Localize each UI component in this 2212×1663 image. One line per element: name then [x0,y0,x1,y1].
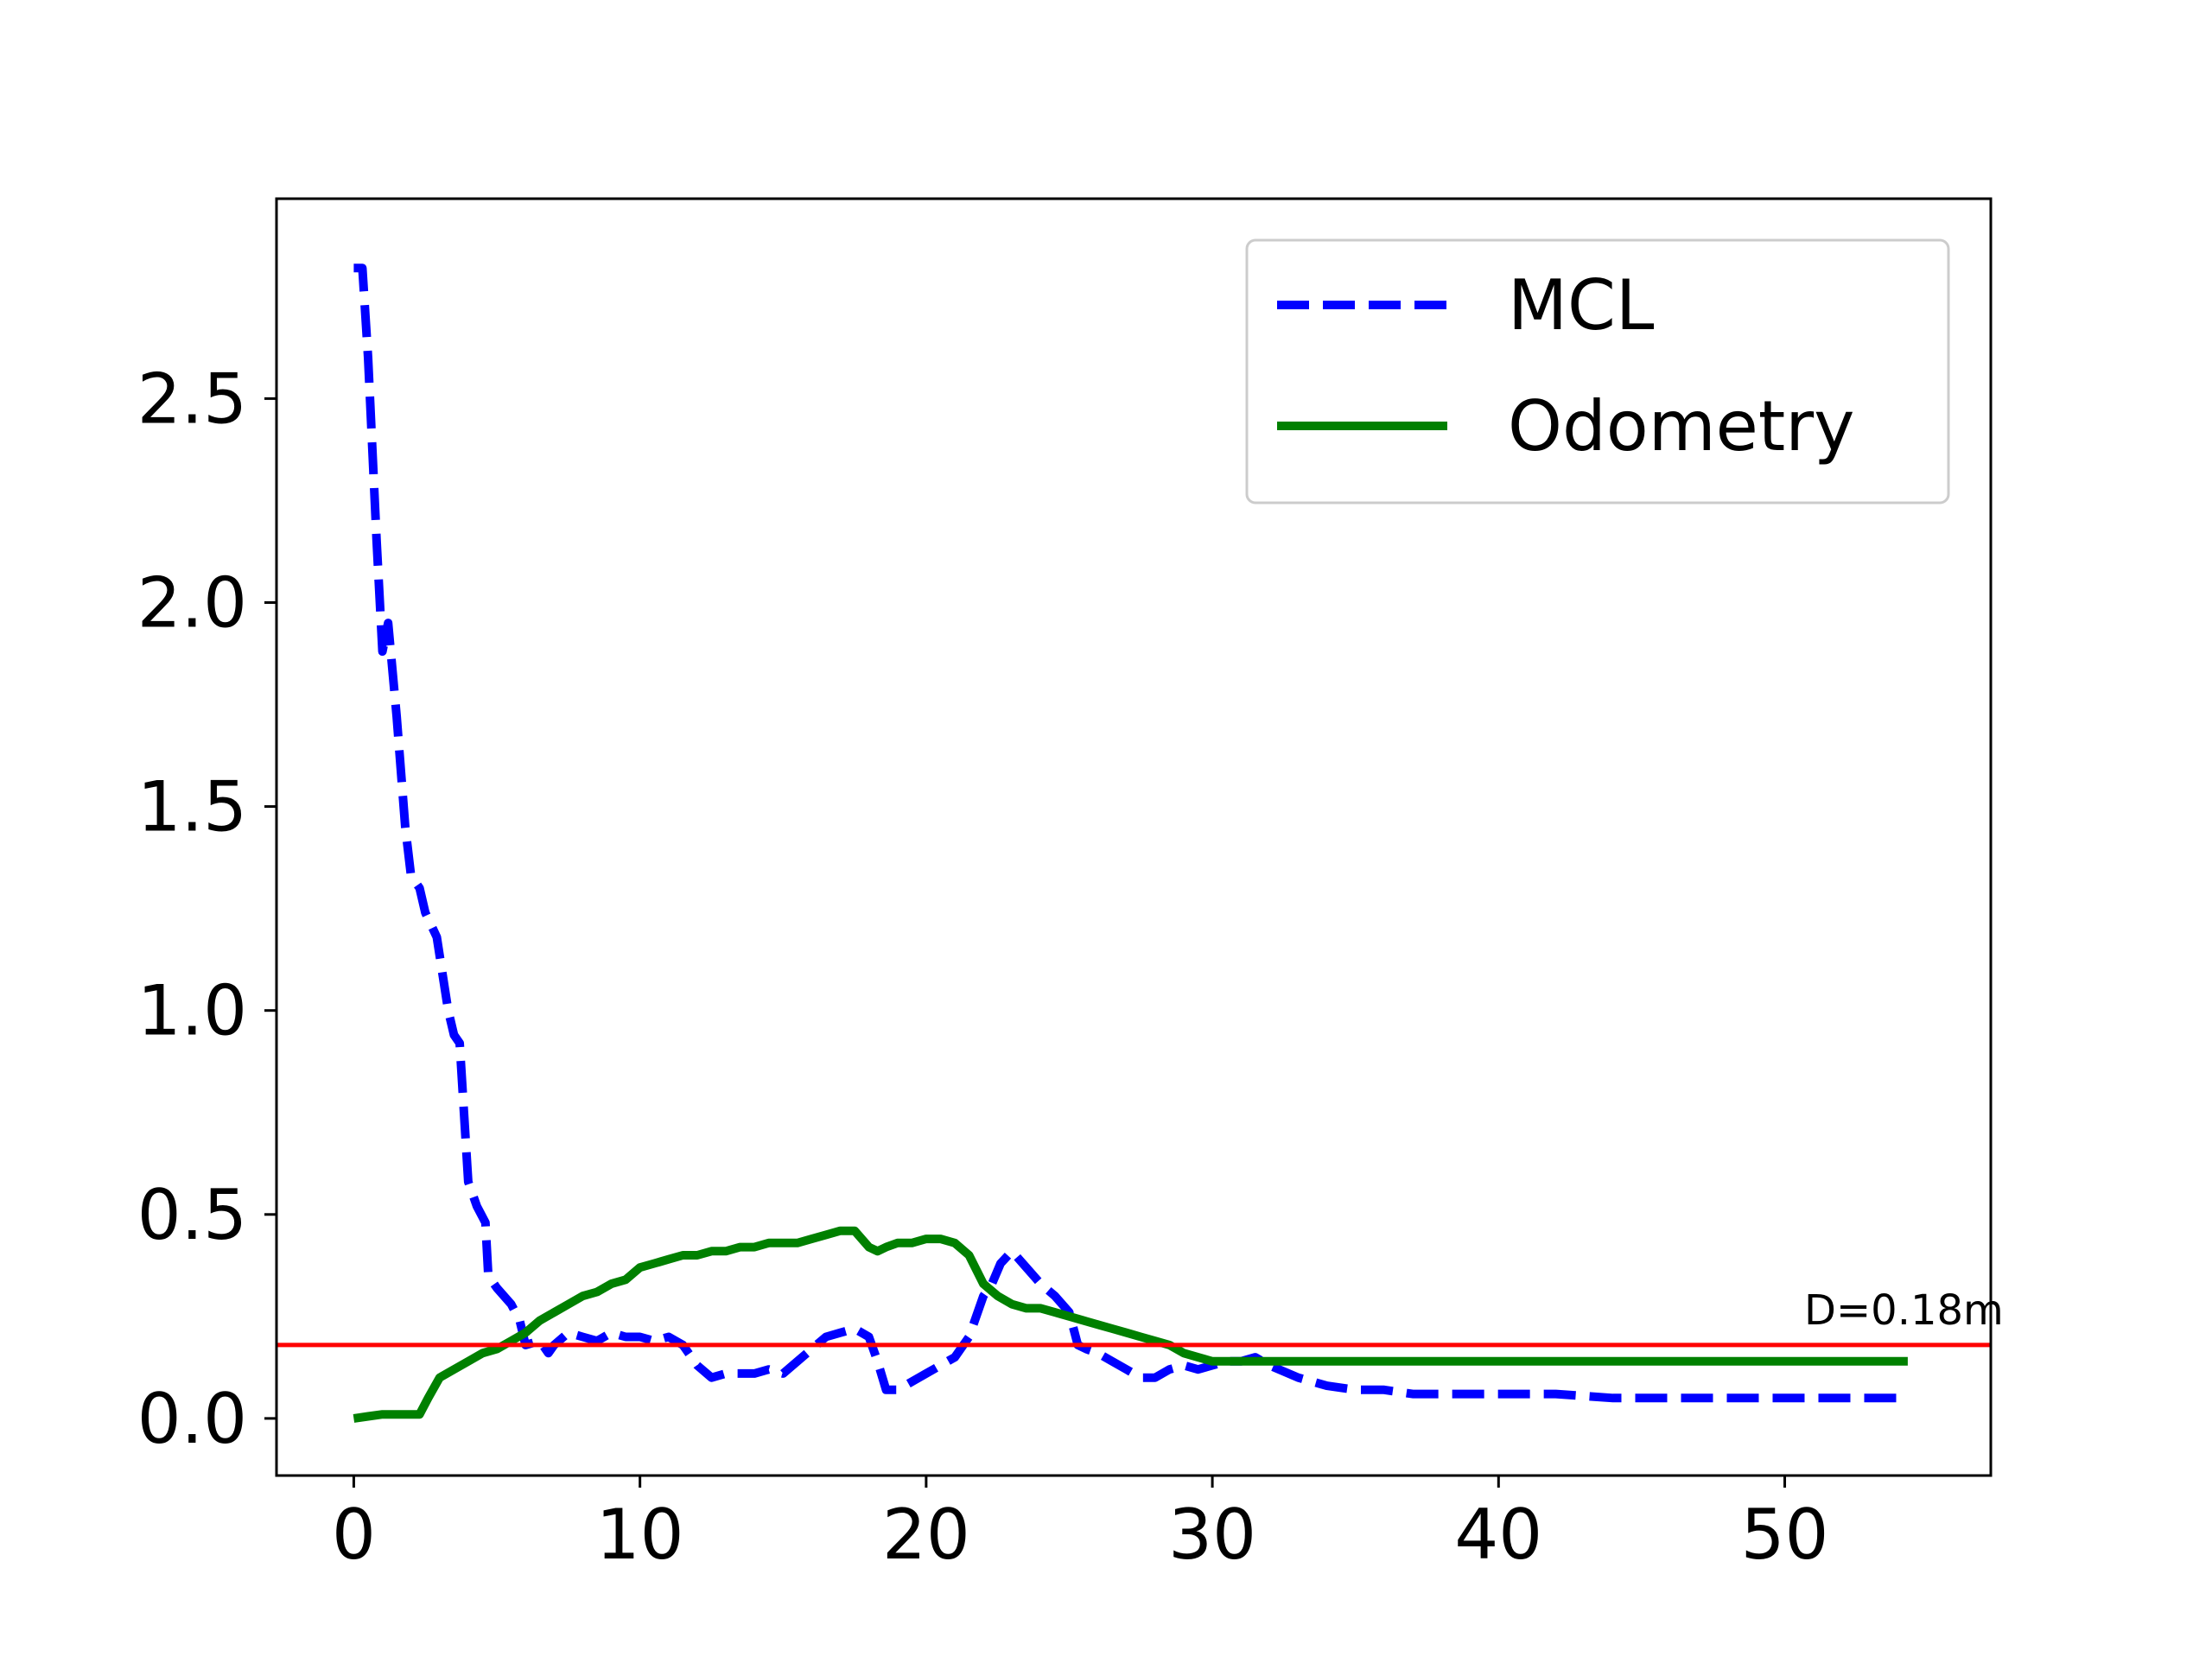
ticks-group: 0 10 20 30 40 50 0.0 0.5 1.0 1.5 2.0 2.5 [137,359,1829,1575]
x-tick-label: 0 [332,1495,376,1575]
reference-line-label: D=0.18m [1804,1286,2004,1335]
y-tick-label: 1.5 [137,767,247,847]
x-tick-label: 40 [1454,1495,1542,1575]
x-tick-label: 10 [596,1495,684,1575]
y-tick-label: 1.0 [137,971,247,1051]
legend-label-mcl: MCL [1508,265,1655,346]
legend-label-odometry: Odometry [1508,386,1854,467]
y-tick-label: 0.5 [137,1175,247,1255]
x-tick-label: 30 [1168,1495,1256,1575]
plot-frame [275,197,1993,1477]
legend: MCL Odometry [1245,238,1950,505]
x-tick-label: 20 [882,1495,970,1575]
series-layer [276,263,1991,1423]
plot-series-group [276,263,1991,1423]
y-tick-label: 2.5 [137,359,247,439]
x-tick-label: 50 [1741,1495,1829,1575]
y-tick-label: 2.0 [137,562,247,643]
y-tick-label: 0.0 [137,1379,247,1459]
